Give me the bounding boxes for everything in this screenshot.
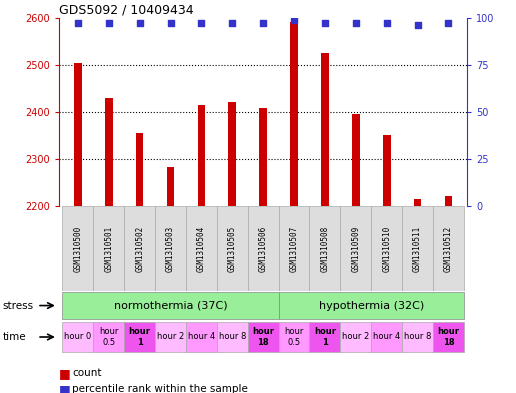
Point <box>228 20 236 26</box>
Text: GSM1310506: GSM1310506 <box>259 226 268 272</box>
Bar <box>248 322 279 352</box>
Bar <box>105 98 112 206</box>
Text: GSM1310508: GSM1310508 <box>320 226 329 272</box>
Text: percentile rank within the sample: percentile rank within the sample <box>72 384 248 393</box>
Point <box>444 20 453 26</box>
Bar <box>62 206 93 291</box>
Text: ■: ■ <box>59 382 75 393</box>
Bar <box>402 206 433 291</box>
Text: hour
1: hour 1 <box>128 327 151 347</box>
Point <box>197 20 205 26</box>
Bar <box>445 196 453 206</box>
Bar <box>155 206 186 291</box>
Point <box>259 20 267 26</box>
Point <box>105 20 113 26</box>
Text: hour 4: hour 4 <box>188 332 215 342</box>
Bar <box>279 292 464 319</box>
Text: GDS5092 / 10409434: GDS5092 / 10409434 <box>59 4 194 17</box>
Bar <box>93 322 124 352</box>
Bar <box>310 322 341 352</box>
Bar <box>371 206 402 291</box>
Bar <box>341 206 371 291</box>
Point <box>382 20 391 26</box>
Text: hour
0.5: hour 0.5 <box>284 327 304 347</box>
Bar <box>124 322 155 352</box>
Text: hour 2: hour 2 <box>157 332 184 342</box>
Text: hour 8: hour 8 <box>219 332 246 342</box>
Text: GSM1310503: GSM1310503 <box>166 226 175 272</box>
Bar <box>186 322 217 352</box>
Text: GSM1310507: GSM1310507 <box>289 226 299 272</box>
Bar <box>198 105 205 206</box>
Text: hour
1: hour 1 <box>314 327 336 347</box>
Bar <box>290 22 298 206</box>
Bar <box>433 206 464 291</box>
Bar <box>279 206 310 291</box>
Bar <box>371 322 402 352</box>
Bar <box>352 114 360 206</box>
Bar <box>217 322 248 352</box>
Bar <box>402 322 433 352</box>
Bar <box>260 108 267 206</box>
Bar <box>62 322 93 352</box>
Bar <box>341 322 371 352</box>
Bar <box>383 135 391 206</box>
Bar <box>124 206 155 291</box>
Text: GSM1310512: GSM1310512 <box>444 226 453 272</box>
Bar <box>93 206 124 291</box>
Bar <box>229 102 236 206</box>
Text: hour
18: hour 18 <box>438 327 459 347</box>
Text: normothermia (37C): normothermia (37C) <box>114 301 228 310</box>
Bar <box>167 167 174 206</box>
Text: GSM1310502: GSM1310502 <box>135 226 144 272</box>
Text: ■: ■ <box>59 367 75 380</box>
Bar <box>414 199 422 206</box>
Text: GSM1310509: GSM1310509 <box>351 226 360 272</box>
Text: hour 8: hour 8 <box>404 332 431 342</box>
Point <box>166 20 174 26</box>
Text: hour
18: hour 18 <box>252 327 274 347</box>
Text: hour 4: hour 4 <box>373 332 400 342</box>
Point <box>290 17 298 23</box>
Text: stress: stress <box>3 301 34 310</box>
Bar <box>186 206 217 291</box>
Bar <box>248 206 279 291</box>
Bar <box>62 292 279 319</box>
Bar <box>155 322 186 352</box>
Text: GSM1310511: GSM1310511 <box>413 226 422 272</box>
Bar <box>310 206 341 291</box>
Point <box>74 20 82 26</box>
Point <box>136 20 144 26</box>
Text: GSM1310505: GSM1310505 <box>228 226 237 272</box>
Point <box>413 22 422 28</box>
Text: GSM1310504: GSM1310504 <box>197 226 206 272</box>
Text: hour
0.5: hour 0.5 <box>99 327 119 347</box>
Text: time: time <box>3 332 26 342</box>
Point <box>321 20 329 26</box>
Bar <box>279 322 310 352</box>
Bar <box>74 63 82 206</box>
Text: hour 2: hour 2 <box>342 332 369 342</box>
Text: count: count <box>72 368 102 378</box>
Bar <box>433 322 464 352</box>
Point <box>352 20 360 26</box>
Text: hour 0: hour 0 <box>64 332 91 342</box>
Bar <box>136 133 143 206</box>
Text: hypothermia (32C): hypothermia (32C) <box>318 301 424 310</box>
Text: GSM1310500: GSM1310500 <box>73 226 83 272</box>
Bar <box>321 53 329 206</box>
Text: GSM1310510: GSM1310510 <box>382 226 391 272</box>
Bar <box>217 206 248 291</box>
Text: GSM1310501: GSM1310501 <box>104 226 113 272</box>
